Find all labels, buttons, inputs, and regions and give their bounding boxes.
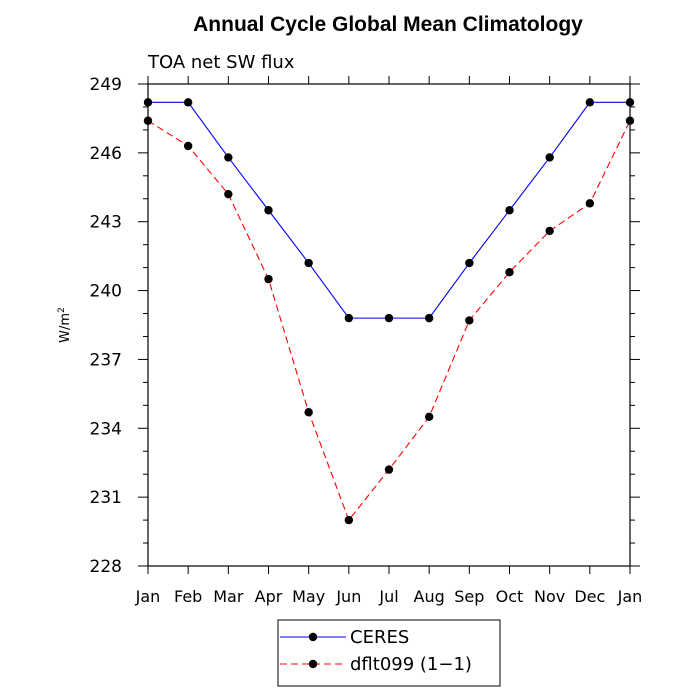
series-group bbox=[143, 116, 635, 525]
y-tick-label: 228 bbox=[90, 557, 122, 577]
x-tick-label: Dec bbox=[574, 587, 605, 606]
data-point bbox=[465, 258, 474, 268]
data-point bbox=[143, 98, 153, 107]
y-tick-label: 240 bbox=[90, 282, 122, 302]
y-tick-label: 249 bbox=[90, 75, 122, 95]
data-point bbox=[585, 199, 595, 208]
data-point bbox=[545, 226, 554, 236]
series-layer bbox=[143, 98, 635, 525]
legend-label: CERES bbox=[350, 627, 409, 648]
data-point bbox=[625, 98, 635, 107]
data-point bbox=[344, 313, 354, 323]
y-tick-label: 231 bbox=[90, 488, 122, 508]
plot-frame bbox=[147, 83, 631, 567]
chart-title: Annual Cycle Global Mean Climatology bbox=[193, 13, 583, 36]
series-group bbox=[143, 98, 635, 323]
data-point bbox=[424, 313, 434, 323]
data-point bbox=[465, 316, 474, 325]
data-point bbox=[183, 141, 193, 151]
y-tick-labels: 228 231 234 237 240 243 246 249 bbox=[90, 75, 122, 577]
y-tick-label: 246 bbox=[90, 144, 122, 164]
x-tick-label: Mar bbox=[213, 587, 244, 606]
data-point bbox=[224, 153, 233, 162]
y-tick-label: 243 bbox=[90, 213, 122, 233]
legend-label: dflt099 (1−1) bbox=[350, 654, 472, 675]
data-point bbox=[585, 98, 595, 107]
y-tick-label: 234 bbox=[90, 419, 122, 439]
legend-box bbox=[277, 619, 501, 687]
y-axis-label: W/m2 bbox=[57, 307, 73, 343]
legend-marker bbox=[308, 632, 318, 642]
legend-marker bbox=[308, 659, 318, 669]
data-point bbox=[183, 98, 193, 107]
x-tick-label: Oct bbox=[496, 587, 524, 606]
data-point bbox=[384, 313, 394, 323]
x-tick-label: Sep bbox=[454, 587, 484, 606]
data-point bbox=[304, 258, 313, 268]
x-tick-labels: Jan Feb Mar Apr May Jun Jul Aug Sep Oct Nov Dec Jan bbox=[135, 587, 643, 606]
data-point bbox=[545, 153, 554, 162]
data-point bbox=[304, 408, 313, 417]
data-point bbox=[224, 189, 233, 199]
data-point bbox=[143, 116, 153, 125]
x-tick-label: Apr bbox=[255, 587, 283, 606]
data-point bbox=[264, 274, 273, 284]
data-point bbox=[505, 206, 514, 215]
x-tick-label: Feb bbox=[174, 587, 202, 606]
data-point bbox=[344, 515, 354, 525]
data-point bbox=[505, 268, 514, 277]
data-point bbox=[424, 412, 434, 422]
data-point bbox=[625, 116, 635, 125]
x-tick-label: May bbox=[292, 587, 325, 606]
data-point bbox=[264, 206, 273, 215]
axis-ticks bbox=[138, 76, 640, 574]
series-line bbox=[148, 101, 630, 319]
x-tick-label: Jul bbox=[378, 587, 398, 606]
y-tick-label: 237 bbox=[90, 350, 122, 370]
x-tick-label: Jan bbox=[617, 587, 643, 606]
data-point bbox=[384, 465, 394, 474]
x-tick-label: Nov bbox=[534, 587, 565, 606]
x-tick-label: Aug bbox=[414, 587, 445, 606]
chart-subtitle: TOA net SW flux bbox=[147, 52, 295, 73]
legend: CERES dflt099 (1−1) bbox=[277, 619, 501, 687]
x-tick-label: Jan bbox=[135, 587, 161, 606]
x-tick-label: Jun bbox=[335, 587, 361, 606]
